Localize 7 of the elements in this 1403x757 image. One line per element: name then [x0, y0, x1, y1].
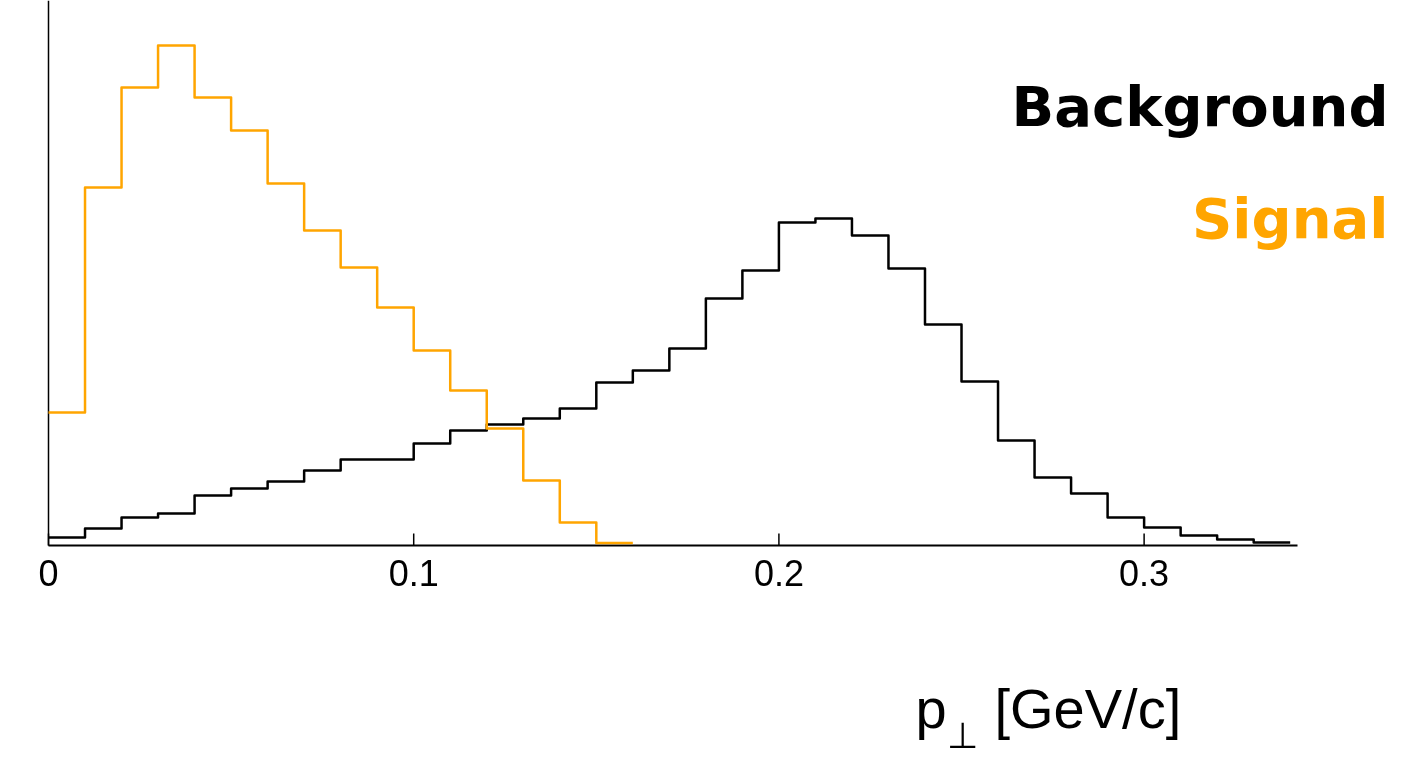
x-axis-title: p⊥ [GeV/c]: [915, 677, 1182, 756]
x-tick-label: 0: [38, 552, 59, 594]
x-tick-label: 0.3: [1119, 552, 1170, 594]
x-tick-label: 0.1: [388, 552, 439, 594]
x-tick-label: 0.2: [753, 552, 804, 594]
text: Signal: [1192, 186, 1389, 251]
text: Background: [1011, 74, 1389, 139]
